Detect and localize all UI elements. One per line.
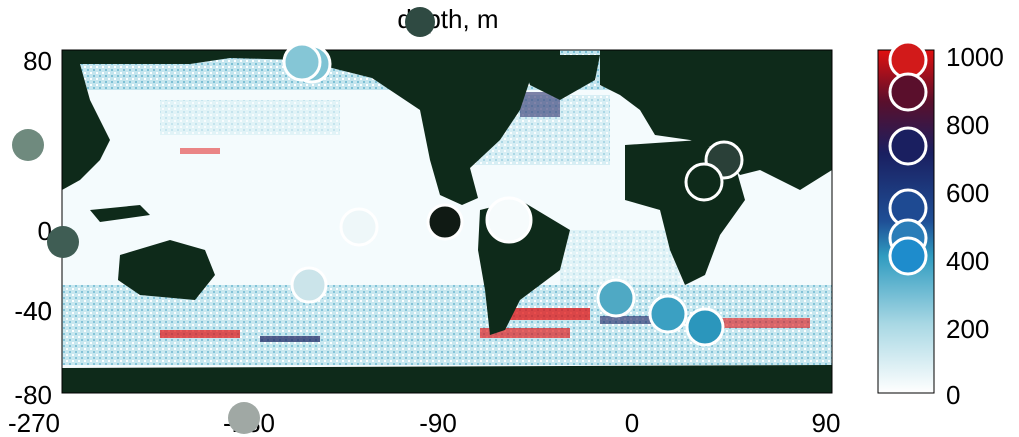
marker-colorbar-700 (888, 126, 928, 166)
x-tick-label: -90 (419, 408, 457, 437)
marker-colorbar-400 (888, 236, 928, 276)
map-panel (62, 50, 832, 393)
markers-layer (12, 7, 928, 434)
marker-title-dot (405, 7, 435, 37)
eurasia (600, 50, 832, 190)
marker-tick-dot (228, 402, 260, 434)
marker-indian-south-1 (685, 307, 725, 347)
marker-pacific-north-1 (12, 129, 44, 161)
deep-layer-patches (160, 92, 810, 342)
x-tick-label: -270 (8, 408, 60, 437)
marker-pacific-south-1 (290, 266, 328, 304)
marker-arctic-2 (282, 42, 322, 82)
y-tick-label: -40 (14, 296, 52, 326)
marker-pacific-west-1 (47, 226, 79, 258)
marker-atlantic-south-2 (648, 294, 688, 334)
north-pacific-band (160, 100, 340, 135)
landmasses (62, 50, 832, 393)
x-tick-labels: -270 -180 -90 0 90 (8, 408, 840, 437)
greenland (520, 55, 600, 100)
colorbar-tick-label: 1000 (946, 42, 1004, 72)
x-tick-label: 0 (625, 408, 639, 437)
marker-colorbar-900 (888, 72, 928, 112)
colorbar-tick-label: 200 (946, 314, 989, 344)
colorbar-tick-label: 400 (946, 246, 989, 276)
antarctica (62, 365, 832, 393)
y-tick-label: 40 (23, 296, 52, 326)
marker-med-2 (684, 162, 724, 202)
map-frame (61, 49, 833, 394)
y-tick-label: -80 (14, 380, 52, 410)
marker-pacific-eq-2 (426, 203, 464, 241)
colorbar-tick-label: 0 (946, 380, 960, 410)
north-america (62, 50, 560, 205)
x-tick-label: 90 (812, 408, 841, 437)
colorbar-tick-label: 600 (946, 178, 989, 208)
y-tick-labels: 80 40 0 -40 -80 (14, 46, 52, 410)
indonesia (90, 205, 150, 222)
marker-atlantic-south-1 (596, 278, 636, 318)
marker-pacific-eq-1 (339, 207, 379, 247)
east-asia (62, 64, 110, 190)
australia (118, 240, 215, 300)
y-tick-label: 80 (23, 46, 52, 76)
marker-atlantic-eq-1 (485, 196, 533, 244)
colorbar-tick-label: 800 (946, 110, 989, 140)
